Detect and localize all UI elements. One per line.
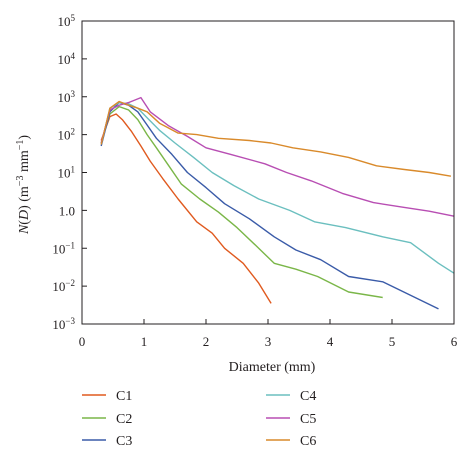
axis-ticks (81, 20, 455, 325)
series-line-c5 (100, 96, 455, 217)
legend-label: C5 (300, 412, 316, 427)
y-axis-title-n: N (17, 224, 32, 235)
plot-frame (81, 20, 455, 325)
y-tick-label: 10−2 (52, 278, 75, 294)
legend-item-c4: C4 (266, 389, 316, 404)
series-lines (100, 96, 455, 310)
y-axis-title-exp-m: −3 (15, 176, 26, 187)
x-tick-label: 2 (203, 334, 210, 349)
series-line-c6 (100, 100, 452, 177)
y-tick-exponent: −3 (65, 316, 75, 326)
legend-label: C3 (116, 434, 132, 449)
y-tick-label: 10−1 (52, 240, 75, 256)
y-tick-base: 10 (58, 128, 71, 143)
y-tick-label: 101 (58, 165, 76, 181)
y-tick-base: 1.0 (59, 203, 75, 218)
y-tick-exponent: 3 (71, 89, 76, 99)
y-axis-title-d: D (17, 210, 32, 221)
legend-label: C4 (300, 389, 316, 404)
y-tick-exponent: 4 (71, 51, 76, 61)
y-axis-title: N(D) (m−3 mm−1) (15, 135, 33, 235)
x-tick-label: 1 (141, 334, 148, 349)
legend-label: C2 (116, 412, 132, 427)
x-tick-labels: 0 1 2 3 4 5 6 (79, 334, 458, 349)
legend-item-c2: C2 (82, 412, 132, 427)
y-tick-base: 10 (58, 90, 71, 105)
y-tick-exponent: 5 (71, 13, 76, 23)
legend-item-c1: C1 (82, 389, 132, 404)
legend-item-c5: C5 (266, 412, 316, 427)
series-line-c1 (100, 113, 272, 304)
y-tick-exponent: −1 (65, 240, 75, 250)
legend: C1 C2 C3 C4 C5 C6 (82, 389, 316, 449)
y-tick-exponent: 1 (71, 165, 76, 175)
legend-item-c6: C6 (266, 434, 316, 449)
y-axis-title-paren-close: ) (17, 135, 32, 140)
x-tick-label: 6 (451, 334, 458, 349)
series-line-c2 (100, 105, 383, 299)
y-tick-base: 10 (58, 166, 71, 181)
x-tick-label: 3 (265, 334, 272, 349)
legend-label: C1 (116, 389, 132, 404)
y-tick-label: 10−3 (52, 316, 75, 332)
y-axis-title-unit-m: ) (m (17, 186, 32, 210)
y-tick-base: 10 (52, 317, 65, 332)
y-tick-base: 10 (58, 14, 71, 29)
y-axis-title-paren-open: ( (17, 220, 32, 225)
y-axis-title-exp-mm: −1 (15, 140, 26, 151)
y-tick-exponent: −2 (65, 278, 75, 288)
y-tick-label: 102 (58, 127, 76, 143)
x-tick-label: 5 (389, 334, 396, 349)
x-tick-label: 4 (327, 334, 334, 349)
y-tick-label: 105 (58, 13, 76, 29)
y-tick-exponent: 2 (71, 127, 76, 137)
legend-item-c3: C3 (82, 434, 132, 449)
y-tick-base: 10 (52, 279, 65, 294)
y-axis-title-unit-mm: mm (17, 150, 32, 175)
y-tick-label: 1.0 (59, 203, 75, 218)
y-tick-label: 104 (58, 51, 76, 67)
x-axis-title: Diameter (mm) (229, 360, 316, 375)
legend-label: C6 (300, 434, 316, 449)
y-tick-label: 103 (58, 89, 76, 105)
series-line-c3 (100, 101, 439, 310)
y-tick-base: 10 (52, 241, 65, 256)
series-line-c4 (100, 101, 455, 274)
y-tick-base: 10 (58, 52, 71, 67)
x-tick-label: 0 (79, 334, 86, 349)
